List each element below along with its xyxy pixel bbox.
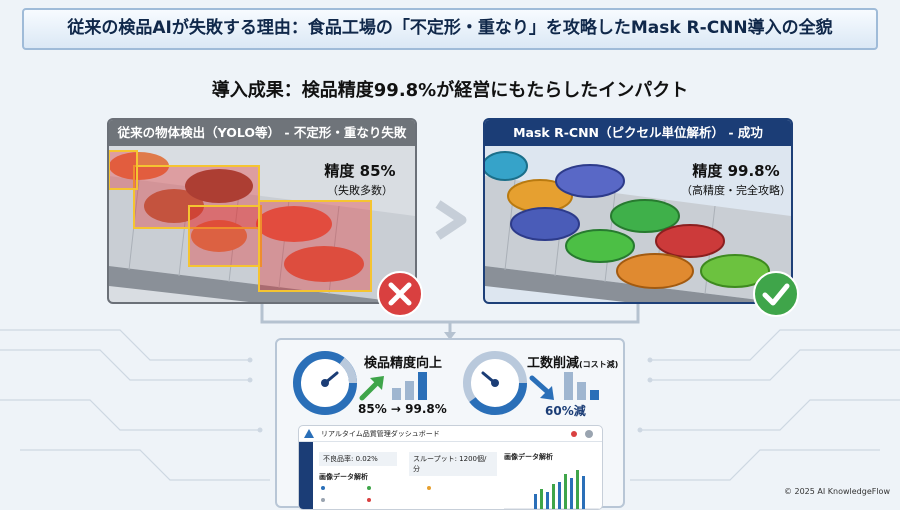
metric-accuracy-value: 85% → 99.8% xyxy=(358,402,447,416)
dashboard-titlebar xyxy=(299,426,602,442)
yolo-note: （失敗多数） xyxy=(327,184,393,197)
legend-dots xyxy=(321,486,431,502)
metric-cost-value: 60%減 xyxy=(545,404,586,418)
metric-cost-title-suffix: (コスト減) xyxy=(579,360,619,369)
maskrcnn-accuracy: 精度 99.8% xyxy=(692,162,780,180)
quality-dashboard-window: リアルタイム品質管理ダッシュボード 不良品率: 0.02% スループット: 12… xyxy=(298,425,603,510)
gauge-cost-icon xyxy=(463,351,527,415)
bar-chart-up-icon xyxy=(392,372,427,400)
yolo-panel-header: 従来の物体検出（YOLO等） - 不定形・重なり失敗 xyxy=(109,120,415,146)
yolo-accuracy: 精度 85% xyxy=(324,162,396,180)
maskrcnn-note: （高精度・完全攻略） xyxy=(681,184,791,197)
metric-cost-title: 工数削減(コスト減) xyxy=(527,352,618,371)
dashboard-user-icons[interactable] xyxy=(569,429,597,439)
maskrcnn-panel-header: Mask R-CNN（ピクセル単位解析） - 成功 xyxy=(485,120,791,146)
dashboard-bar-chart xyxy=(504,470,599,509)
copyright: © 2025 AI KnowledgeFlow xyxy=(783,487,890,496)
page-title: 従来の検品AIが失敗する理由：食品工場の「不定形・重なり」を攻略したMask R… xyxy=(67,18,833,38)
yolo-panel: 従来の物体検出（YOLO等） - 不定形・重なり失敗 精度 85% （失敗多数） xyxy=(107,118,417,304)
conveyor-maskrcnn-illustration xyxy=(485,151,791,302)
trend-down-icon xyxy=(529,375,554,400)
cross-icon xyxy=(377,271,423,317)
connector-lines xyxy=(260,304,640,340)
bar-chart-down-icon xyxy=(564,372,599,400)
dashboard-logo-icon xyxy=(304,429,314,438)
metric-accuracy-value-text: 85% → 99.8% xyxy=(358,402,447,416)
maskrcnn-panel: Mask R-CNN（ピクセル単位解析） - 成功 精度 99.8% （高精度・… xyxy=(483,118,793,304)
metric-cost-title-text: 工数削減 xyxy=(527,356,580,371)
analysis-right-label: 画像データ解析 xyxy=(504,453,553,461)
gauge-accuracy-icon xyxy=(293,351,357,415)
conveyor-yolo-illustration xyxy=(109,150,415,302)
dashboard-sidebar[interactable] xyxy=(299,442,313,509)
dashboard-title: リアルタイム品質管理ダッシュボード xyxy=(321,430,440,438)
defect-rate-tile: 不良品率: 0.02% xyxy=(319,452,397,466)
throughput-tile: スループット: 1200個/分 xyxy=(409,452,497,476)
subtitle: 導入成果：検品精度99.8%が経営にもたらしたインパクト xyxy=(211,80,689,101)
analysis-left-label: 画像データ解析 xyxy=(319,473,368,481)
arrow-right-icon xyxy=(435,200,467,240)
trend-up-icon xyxy=(359,376,384,401)
title-banner xyxy=(22,8,878,50)
metric-accuracy-title: 検品精度向上 xyxy=(364,356,443,371)
check-icon xyxy=(753,271,799,317)
